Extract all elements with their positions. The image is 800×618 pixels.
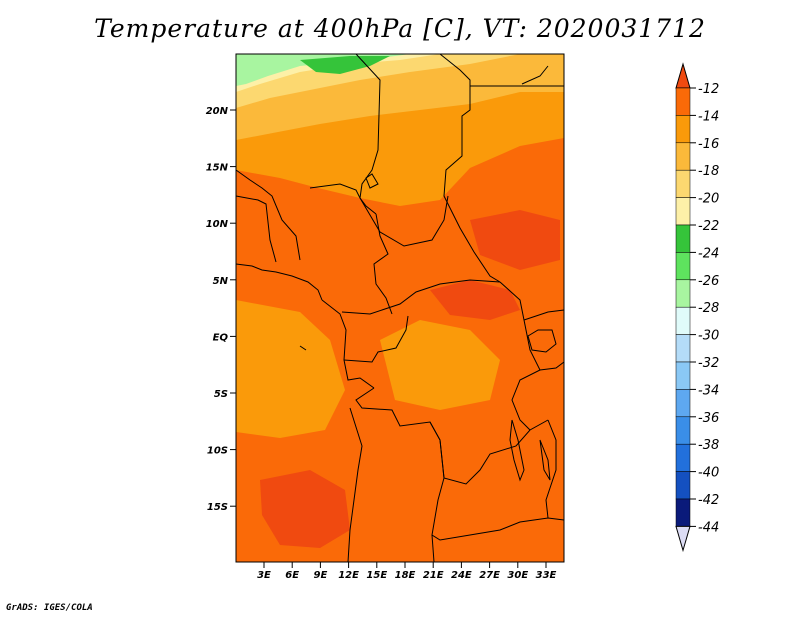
colorbar-swatch [675, 498, 691, 527]
colorbar-label: -34 [698, 383, 719, 398]
lat-tick-label: 15S [207, 502, 228, 513]
field-contour-warm-light3 [380, 320, 500, 410]
lat-tick-label: EQ [213, 332, 229, 343]
lon-tick-label: 18E [395, 570, 416, 581]
colorbar-label: -22 [698, 219, 719, 234]
field-contour-warm-dark2 [430, 280, 520, 320]
colorbar-swatch [675, 389, 691, 418]
field-contour-warm-dark1 [260, 470, 350, 548]
colorbar-swatch [675, 443, 691, 472]
colorbar-swatch [675, 142, 691, 171]
colorbar-swatch [675, 252, 691, 281]
lon-tick-label: 24E [451, 570, 472, 581]
colorbar-label: -18 [698, 164, 719, 179]
colorbar-swatch [675, 361, 691, 390]
longitude-axis: 3E 6E 9E 12E 15E 18E 21E 24E 27E 30E 33E [257, 562, 557, 581]
temperature-field [236, 54, 564, 562]
colorbar-label: -24 [698, 246, 719, 261]
colorbar-label: -30 [698, 329, 719, 344]
lat-tick-label: 20N [206, 106, 229, 117]
grads-credit: GrADS: IGES/COLA [6, 603, 93, 613]
lat-tick-label: 15N [206, 163, 229, 174]
colorbar-label: -36 [698, 411, 719, 426]
colorbar-label: -42 [698, 493, 719, 508]
lon-tick-label: 6E [285, 570, 299, 581]
lat-tick-label: 10N [206, 219, 229, 230]
lon-tick-label: 9E [314, 570, 328, 581]
colorbar-swatch [675, 416, 691, 445]
colorbar-label: -32 [698, 356, 719, 371]
colorbar-label: -38 [698, 438, 719, 453]
lakes [365, 173, 557, 482]
colorbar-label: -14 [698, 109, 719, 124]
lon-tick-label: 3E [257, 570, 271, 581]
colorbar-swatch [675, 306, 691, 335]
field-contour-green [300, 56, 390, 74]
colorbar-swatch [675, 115, 691, 144]
colorbar-swatch [675, 224, 691, 253]
latitude-axis: 20N 15N 10N 5N EQ 5S 10S 15S [206, 106, 236, 513]
lon-tick-label: 30E [507, 570, 528, 581]
colorbar-label: -44 [698, 520, 719, 535]
colorbar-swatch [675, 279, 691, 308]
colorbar-label: -28 [698, 301, 719, 316]
colorbar-label: -40 [698, 466, 719, 481]
lon-tick-label: 33E [536, 570, 557, 581]
lon-tick-label: 27E [479, 570, 500, 581]
lon-tick-label: 15E [366, 570, 387, 581]
map-frame [235, 53, 565, 563]
colorbar-swatch [675, 197, 691, 226]
colorbar-bottom-triangle [675, 525, 691, 553]
colorbar-label: -16 [698, 137, 719, 152]
field-contour-warm-dark3 [470, 210, 560, 270]
field-contour-warm-light2 [236, 300, 345, 438]
map-title: Temperature at 400hPa [C], VT: 202003171… [94, 14, 706, 43]
colorbar-swatch [675, 334, 691, 363]
colorbar-label: -26 [698, 274, 719, 289]
colorbar-top-triangle [675, 62, 691, 89]
colorbar: -12 -14 -16 -18 -20 -22 -24 -26 -28 -30 -32 -34 -36 -… [675, 62, 719, 553]
colorbar-swatch [675, 169, 691, 198]
lat-tick-label: 5S [214, 389, 228, 400]
lat-tick-label: 10S [207, 446, 228, 457]
colorbar-label: -12 [698, 82, 719, 97]
lat-tick-label: 5N [213, 276, 229, 287]
colorbar-swatch [675, 87, 691, 116]
lon-tick-label: 21E [423, 570, 444, 581]
lon-tick-label: 12E [338, 570, 359, 581]
colorbar-label: -20 [698, 192, 719, 207]
colorbar-swatch [675, 471, 691, 500]
field-contour-light-green [236, 54, 410, 86]
